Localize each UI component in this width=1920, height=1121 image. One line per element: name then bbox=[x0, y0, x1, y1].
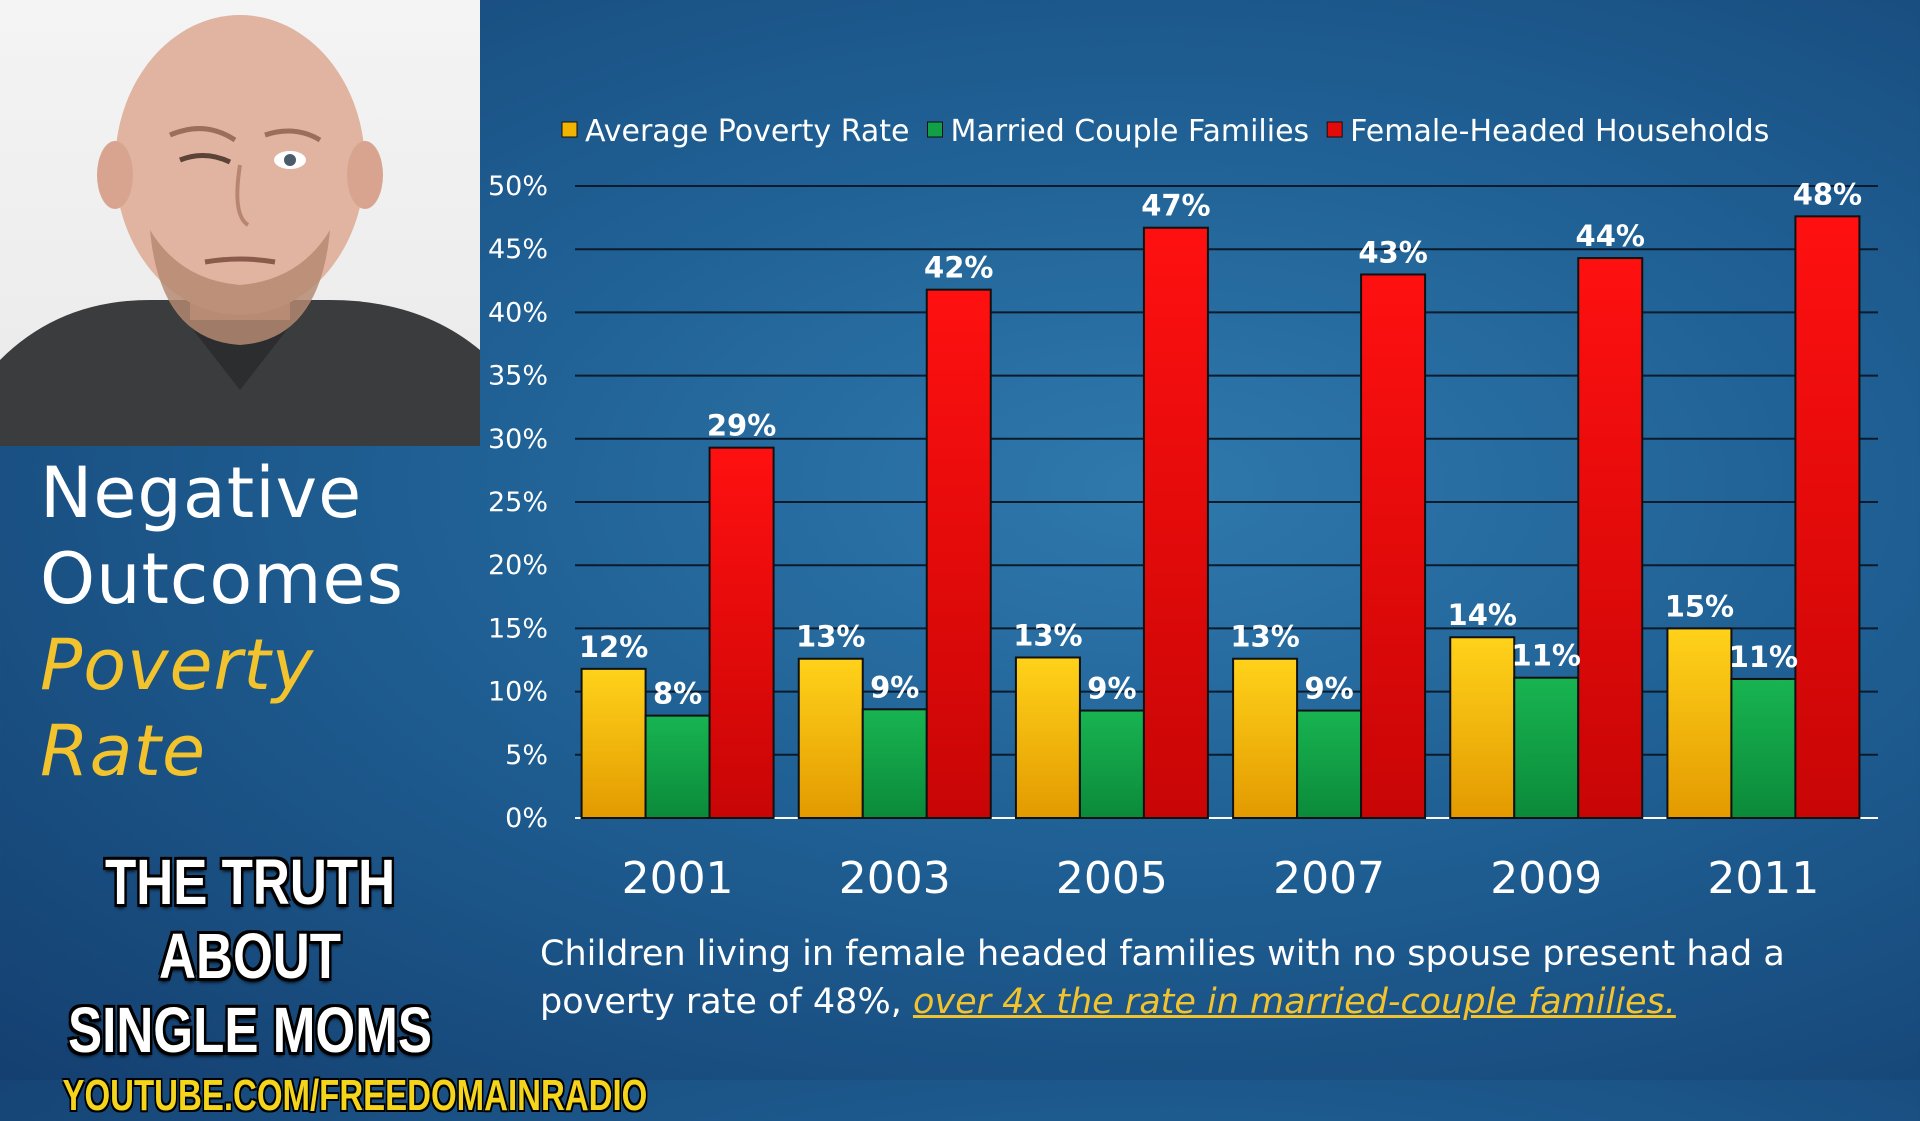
legend-swatch bbox=[561, 121, 578, 138]
title-line-2: Outcomes bbox=[40, 538, 404, 620]
legend-label: Female-Headed Households bbox=[1350, 114, 1769, 149]
data-label: 29% bbox=[707, 409, 776, 443]
chart-data-labels: 12%8%29%13%9%42%13%9%47%13%9%43%14%11%44… bbox=[579, 177, 1862, 710]
legend-swatch bbox=[1326, 121, 1343, 138]
x-tick-label: 2011 bbox=[1707, 853, 1819, 904]
data-label: 13% bbox=[796, 620, 865, 654]
bar-average-poverty-rate-2009 bbox=[1449, 636, 1516, 819]
y-tick-label: 10% bbox=[488, 677, 548, 708]
promo-line-1: THE TRUTH ABOUT bbox=[104, 846, 396, 992]
y-tick-label: 25% bbox=[488, 487, 548, 518]
legend-label: Average Poverty Rate bbox=[585, 114, 910, 149]
bar-average-poverty-rate-2001 bbox=[580, 667, 647, 820]
title-line-1: Negative bbox=[40, 452, 363, 534]
presenter-photo bbox=[0, 0, 480, 446]
y-tick-label: 15% bbox=[488, 613, 548, 644]
data-label: 13% bbox=[1013, 618, 1082, 652]
chart-caption: Children living in female headed familie… bbox=[540, 930, 1900, 1026]
data-label: 9% bbox=[1304, 672, 1353, 706]
data-label: 12% bbox=[579, 630, 648, 664]
data-label: 11% bbox=[1729, 640, 1798, 674]
subtitle-line-1: Poverty bbox=[40, 624, 315, 706]
y-tick-label: 0% bbox=[505, 803, 548, 834]
x-tick-label: 2003 bbox=[839, 853, 951, 904]
bar-married-couple-families-2007 bbox=[1296, 709, 1363, 819]
data-label: 42% bbox=[924, 251, 993, 285]
data-label: 15% bbox=[1665, 589, 1734, 623]
bar-female-headed-households-2001 bbox=[708, 446, 775, 819]
x-tick-label: 2009 bbox=[1490, 853, 1602, 904]
bar-married-couple-families-2011 bbox=[1730, 677, 1797, 820]
bar-married-couple-families-2001 bbox=[644, 714, 711, 820]
slide-title: Negative Outcomes Poverty Rate bbox=[40, 450, 480, 794]
data-label: 44% bbox=[1576, 219, 1645, 253]
chart-legend: Average Poverty Rate Married Couple Famil… bbox=[561, 114, 1769, 149]
data-label: 9% bbox=[1087, 672, 1136, 706]
presenter-illustration bbox=[0, 15, 480, 446]
data-label: 13% bbox=[1230, 620, 1299, 654]
poverty-rate-chart: 0% 5% 10% 15% 20% 25% 30% 35% 40% 45% 50% 12%8% 29%… bbox=[488, 114, 1878, 904]
caption-text: Children living in female headed familie… bbox=[540, 934, 1785, 1022]
chart-bars bbox=[580, 215, 1861, 820]
data-label: 9% bbox=[870, 670, 919, 704]
chart-gridlines bbox=[575, 185, 1878, 819]
bar-female-headed-households-2003 bbox=[925, 288, 992, 819]
bar-average-poverty-rate-2011 bbox=[1666, 627, 1733, 820]
promo-line-2: SINGLE MOMS bbox=[67, 994, 433, 1066]
bar-female-headed-households-2011 bbox=[1794, 215, 1861, 819]
y-tick-label: 50% bbox=[488, 171, 548, 202]
legend-label: Married Couple Families bbox=[951, 114, 1310, 149]
bar-female-headed-households-2009 bbox=[1577, 257, 1644, 820]
y-tick-label: 20% bbox=[488, 550, 548, 581]
data-label: 14% bbox=[1448, 598, 1517, 632]
bar-married-couple-families-2005 bbox=[1078, 709, 1145, 819]
bar-average-poverty-rate-2003 bbox=[797, 657, 864, 820]
x-tick-label: 2005 bbox=[1056, 853, 1168, 904]
x-tick-label: 2007 bbox=[1273, 853, 1385, 904]
y-axis-ticks: 0% 5% 10% 15% 20% 25% 30% 35% 40% 45% 50% bbox=[488, 171, 548, 834]
bar-female-headed-households-2007 bbox=[1360, 273, 1427, 820]
x-tick-label: 2001 bbox=[622, 853, 734, 904]
y-tick-label: 30% bbox=[488, 424, 548, 455]
caption-link[interactable]: over 4x the rate in married-couple famil… bbox=[912, 982, 1676, 1022]
y-tick-label: 5% bbox=[505, 740, 548, 771]
data-label: 43% bbox=[1358, 235, 1427, 269]
legend-swatch bbox=[927, 121, 943, 138]
bar-average-poverty-rate-2005 bbox=[1014, 656, 1081, 819]
bar-married-couple-families-2009 bbox=[1513, 676, 1580, 819]
y-tick-label: 35% bbox=[488, 361, 548, 392]
data-label: 48% bbox=[1793, 177, 1862, 211]
y-tick-label: 45% bbox=[488, 234, 548, 265]
bar-married-couple-families-2003 bbox=[861, 708, 928, 820]
data-label: 47% bbox=[1141, 189, 1210, 223]
x-axis-ticks: 2001 2003 2005 2007 2009 2011 bbox=[622, 853, 1820, 904]
subtitle-line-2: Rate bbox=[40, 710, 207, 792]
y-tick-label: 40% bbox=[488, 297, 548, 328]
data-label: 11% bbox=[1512, 639, 1581, 673]
bar-female-headed-households-2005 bbox=[1142, 226, 1209, 820]
data-label: 8% bbox=[653, 677, 702, 711]
bar-average-poverty-rate-2007 bbox=[1232, 657, 1299, 820]
